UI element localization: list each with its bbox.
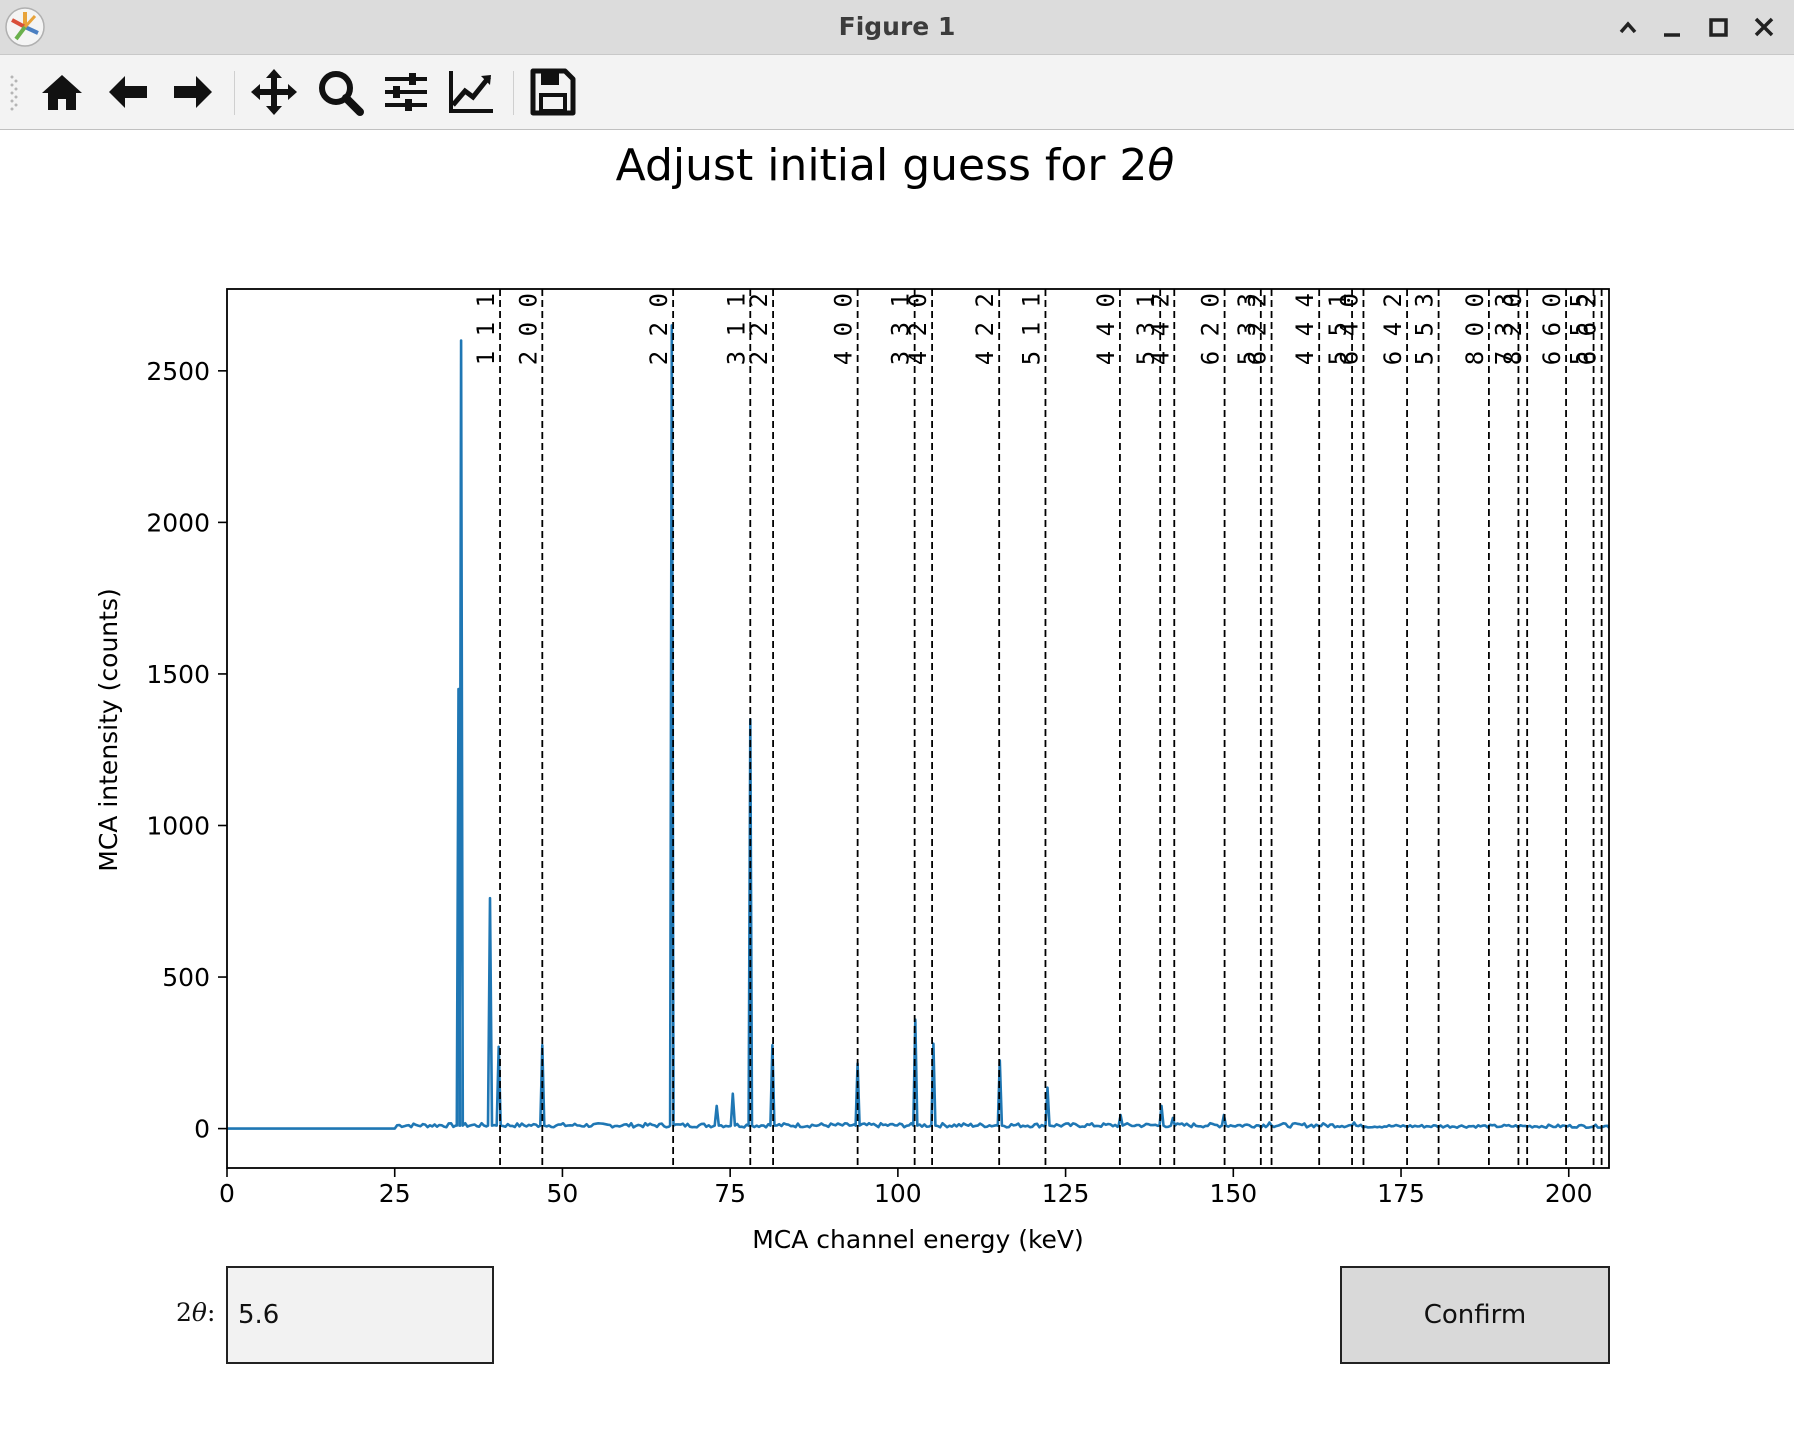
window-minimize-icon[interactable] [1654, 10, 1690, 44]
twotheta-label: 2θ: [176, 1298, 215, 1327]
x-tick-label: 150 [1209, 1179, 1257, 1208]
reflection-label: 4 4 4 [1291, 293, 1319, 365]
y-tick-label: 1000 [146, 811, 210, 840]
reflection-label: 6 2 0 [1197, 293, 1225, 365]
edit-curves-button[interactable] [445, 65, 499, 119]
zoom-button[interactable] [313, 65, 367, 119]
save-button[interactable] [525, 65, 579, 119]
x-tick-label: 175 [1377, 1179, 1425, 1208]
y-tick-label: 1500 [146, 660, 210, 689]
reflection-label: 5 5 1 [1324, 293, 1352, 365]
reflection-label: 3 1 1 [722, 293, 750, 365]
toolbar-grip-icon [10, 75, 18, 111]
toolbar-separator [234, 71, 235, 115]
twotheta-label-colon: : [206, 1298, 216, 1327]
x-tick-label: 50 [547, 1179, 579, 1208]
confirm-button[interactable]: Confirm [1340, 1266, 1610, 1364]
line-chart-icon [449, 71, 493, 113]
sliders-icon [385, 73, 427, 111]
figure-canvas [4, 130, 1790, 1430]
reflection-label: 4 2 0 [904, 293, 932, 365]
axes-frame [226, 288, 1610, 1169]
floppy-disk-icon [530, 68, 576, 116]
arrow-right-icon [174, 76, 212, 108]
toolbar-separator [513, 71, 514, 115]
reflection-label: 1 1 1 [472, 293, 500, 365]
reflection-label: 6 6 2 [1574, 293, 1602, 365]
reflection-label: 2 0 0 [514, 293, 542, 365]
chart-title: Adjust initial guess for 2θ [616, 140, 1175, 191]
reflection-label: 6 4 0 [1335, 293, 1363, 365]
home-icon [42, 75, 82, 110]
x-tick-label: 75 [714, 1179, 746, 1208]
toolbar [0, 55, 1794, 130]
x-tick-label: 0 [219, 1179, 235, 1208]
arrow-left-icon [109, 76, 147, 108]
reflection-label: 2 2 2 [745, 293, 773, 365]
reflection-label: 5 5 5 [1566, 293, 1594, 365]
y-axis-label: MCA intensity (counts) [94, 588, 123, 871]
pan-button[interactable] [247, 65, 301, 119]
magnifier-icon [319, 71, 364, 116]
spectrum-line [227, 324, 1610, 1130]
reflection-label: 6 2 2 [1244, 293, 1272, 365]
window-maximize-icon[interactable] [1700, 10, 1736, 44]
reflection-label: 6 4 2 [1379, 293, 1407, 365]
x-tick-label: 100 [874, 1179, 922, 1208]
reflection-label: 7 3 3 [1490, 293, 1518, 365]
reflection-label: 5 3 3 [1233, 293, 1261, 365]
reflection-label: 3 3 1 [887, 293, 915, 365]
forward-button[interactable] [166, 65, 220, 119]
reflection-label: 8 2 0 [1499, 293, 1527, 365]
y-tick-label: 500 [162, 963, 210, 992]
reflection-label: 5 5 3 [1411, 293, 1439, 365]
home-button[interactable] [35, 65, 89, 119]
window-title: Figure 1 [838, 12, 956, 41]
y-tick-label: 2000 [146, 508, 210, 537]
twotheta-label-symbol: θ [191, 1298, 207, 1327]
title-bar: Figure 1 [0, 0, 1794, 55]
reflection-label: 6 6 0 [1538, 293, 1566, 365]
twotheta-label-number: 2 [176, 1298, 192, 1327]
reflection-label: 4 0 0 [830, 293, 858, 365]
subplots-button[interactable] [379, 65, 433, 119]
twotheta-input[interactable] [226, 1266, 494, 1364]
reflection-label: 2 2 0 [645, 293, 673, 365]
reflection-label: 4 4 0 [1092, 293, 1120, 365]
reflection-label: 5 1 1 [1017, 293, 1045, 365]
reflection-label: 8 0 0 [1461, 293, 1489, 365]
reflection-label: 4 4 2 [1146, 293, 1174, 365]
y-tick-label: 2500 [146, 357, 210, 386]
x-tick-label: 25 [379, 1179, 411, 1208]
back-button[interactable] [101, 65, 155, 119]
y-tick-label: 0 [194, 1115, 210, 1144]
x-tick-label: 125 [1042, 1179, 1090, 1208]
reflection-label: 5 3 1 [1132, 293, 1160, 365]
window-close-icon[interactable] [1746, 10, 1782, 44]
move-icon [251, 69, 297, 115]
x-axis-label: MCA channel energy (keV) [752, 1225, 1084, 1254]
app-logo-icon [5, 7, 45, 47]
x-tick-label: 200 [1545, 1179, 1593, 1208]
reflection-label: 4 2 2 [971, 293, 999, 365]
plot-area[interactable]: 1 1 1 2 0 0 2 2 0 3 1 12 2 2 4 0 0 3 3 14 2 0… [146, 288, 1610, 1208]
window-shade-icon[interactable] [1610, 10, 1646, 44]
